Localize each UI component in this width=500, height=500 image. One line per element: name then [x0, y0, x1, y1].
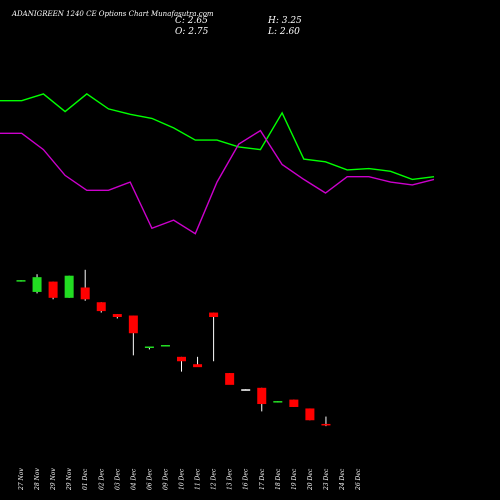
candle-body-2 — [48, 281, 58, 298]
candle-body-0 — [16, 280, 26, 282]
close-value: C: 2.65 — [175, 16, 208, 26]
open-value: O: 2.75 — [175, 27, 209, 37]
candle-body-6 — [112, 314, 122, 317]
x-axis: 27 Nov 28 Nov 29 Nov 29 Nov 01 Dec 02 Dec 03 D… — [18, 468, 362, 491]
indicator-line-0 — [0, 93, 435, 181]
candle-body-3 — [64, 275, 74, 298]
candle-body-8 — [144, 346, 154, 348]
chart-title: ADANIGREEN 1240 CE Options Chart Munafas… — [12, 10, 214, 18]
x-tick-label: 16 Dec — [243, 468, 250, 490]
x-tick-label: 13 Dec — [227, 468, 234, 490]
x-tick-label: 19 Dec — [291, 468, 298, 490]
x-tick-label: 18 Dec — [275, 468, 282, 490]
candle-body-17 — [289, 399, 299, 407]
x-tick-label: 03 Dec — [114, 468, 121, 490]
candle-body-7 — [128, 315, 138, 334]
candle-body-12 — [209, 312, 219, 317]
candle-body-10 — [177, 356, 186, 362]
candle-body-9 — [160, 345, 170, 347]
candle-body-16 — [273, 401, 283, 403]
candle-body-18 — [305, 408, 315, 421]
x-tick-label: 23 Dec — [323, 468, 330, 491]
indicator-line-1 — [0, 129, 435, 235]
candle-body-14 — [241, 389, 251, 391]
x-tick-label: 24 Dec — [339, 468, 346, 491]
x-tick-label: 29 Nov — [66, 468, 73, 491]
x-tick-label: 17 Dec — [259, 468, 266, 490]
candle-body-11 — [193, 364, 203, 368]
x-tick-label: 20 Dec — [307, 468, 314, 491]
candle-body-19 — [321, 423, 331, 426]
candle-body-5 — [96, 302, 106, 312]
x-tick-label: 28 Nov — [34, 468, 41, 491]
x-tick-label: 06 Dec — [146, 468, 153, 490]
x-tick-label: 29 Nov — [50, 468, 57, 491]
x-tick-label: 10 Dec — [179, 468, 186, 490]
x-tick-label: 12 Dec — [211, 468, 218, 490]
x-tick-label: 02 Dec — [98, 468, 105, 490]
candlestick-panel — [16, 269, 331, 427]
candle-body-15 — [257, 387, 267, 405]
indicator-panel — [0, 93, 435, 235]
low-value: L: 2.60 — [268, 27, 300, 37]
candle-body-1 — [32, 277, 42, 292]
candle-body-13 — [225, 373, 235, 385]
x-tick-label: 11 Dec — [195, 468, 202, 490]
x-tick-label: 09 Dec — [162, 468, 169, 490]
candle-body-4 — [80, 287, 90, 300]
x-tick-label: 26 Dec — [355, 468, 362, 491]
x-tick-label: 27 Nov — [18, 468, 25, 491]
high-value: H: 3.25 — [268, 16, 302, 26]
x-tick-label: 04 Dec — [130, 468, 137, 490]
x-tick-label: 01 Dec — [82, 468, 89, 490]
